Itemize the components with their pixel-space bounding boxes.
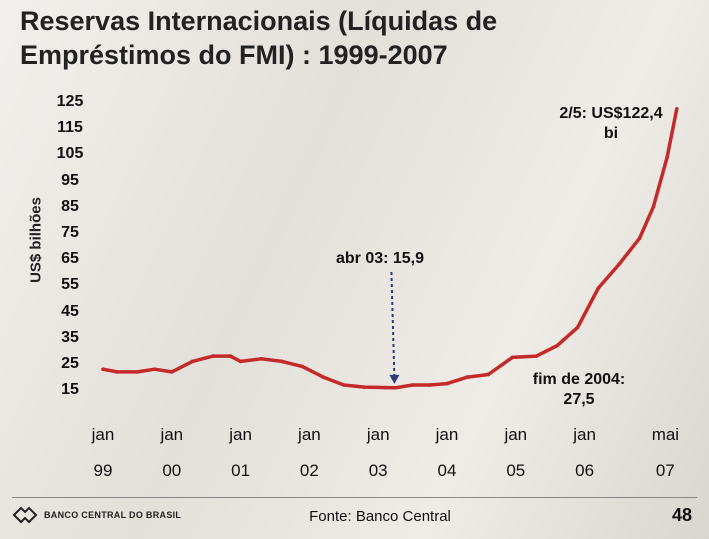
data-point	[211, 354, 215, 358]
x-tick-month: mai	[651, 425, 680, 444]
y-tick-label: 35	[61, 328, 79, 346]
x-tick-year: 00	[162, 461, 182, 480]
annotation-arrow	[390, 271, 396, 378]
data-point	[190, 359, 195, 364]
x-tick-year: 01	[231, 461, 251, 480]
slide-title: Reservas Internacionais (Líquidas de Emp…	[20, 6, 498, 70]
y-tick-label: 95	[61, 171, 79, 189]
y-tick-label: 65	[61, 250, 79, 268]
data-point	[228, 354, 233, 358]
data-point	[170, 370, 174, 374]
data-point	[300, 364, 305, 369]
data-point	[445, 381, 449, 386]
x-tick-month: jan	[366, 425, 390, 444]
x-tick-month: jan	[160, 425, 184, 444]
data-point	[410, 383, 415, 387]
y-tick-label: 75	[61, 224, 79, 241]
x-tick-month: jan	[298, 425, 321, 444]
data-point	[152, 367, 157, 372]
reserves-series-line	[102, 108, 679, 390]
data-point	[486, 372, 491, 377]
bank-logo-icon	[12, 506, 38, 524]
source-note: Fonte: Banco Central	[309, 508, 451, 525]
x-tick-year: 99	[93, 461, 113, 480]
data-point	[596, 286, 601, 290]
data-point	[428, 383, 432, 387]
data-point	[617, 262, 621, 267]
data-point	[534, 354, 539, 358]
data-point	[280, 359, 284, 364]
data-point	[575, 325, 580, 330]
x-tick-month: jan	[229, 425, 252, 444]
data-point	[383, 385, 387, 390]
data-point	[362, 385, 367, 389]
y-tick-label: 15	[61, 381, 79, 399]
x-tick-month: jan	[435, 425, 459, 444]
x-tick-year: 02	[299, 461, 319, 480]
data-point	[393, 386, 398, 390]
data-point	[637, 236, 642, 240]
page-number: 48	[672, 505, 693, 525]
data-point	[135, 370, 140, 374]
annotation-end-2004: fim de 2004: 27,5	[532, 371, 626, 408]
annotation-low: abr 03: 15,9	[335, 250, 425, 267]
bank-logo: BANCO CENTRAL DO BRASIL	[12, 506, 181, 524]
x-tick-month: jan	[504, 425, 528, 444]
data-point	[321, 375, 326, 379]
y-tick-label: 55	[61, 276, 79, 294]
annotation-arrowhead	[389, 374, 400, 384]
data-point	[101, 367, 105, 372]
data-point	[115, 370, 119, 374]
x-tick-month: jan	[91, 425, 115, 444]
y-tick-label: 105	[56, 145, 84, 163]
x-tick-year: 05	[506, 461, 526, 480]
y-tick-label: 85	[61, 197, 79, 215]
data-point	[465, 375, 470, 379]
data-point	[259, 357, 264, 361]
annotation-peak: 2/5: US$122,4 bi	[559, 105, 663, 142]
footer-divider	[12, 497, 697, 498]
data-point	[675, 107, 679, 111]
data-point	[555, 343, 559, 348]
y-tick-label: 125	[56, 93, 84, 110]
x-tick-month: jan	[573, 425, 596, 444]
data-point	[238, 359, 243, 364]
data-point	[510, 355, 515, 360]
data-point	[651, 205, 656, 209]
y-tick-label: 25	[61, 355, 79, 372]
y-tick-label: 45	[61, 302, 79, 320]
data-point	[665, 155, 669, 159]
x-tick-year: 06	[575, 461, 595, 480]
x-tick-year: 04	[437, 461, 457, 480]
x-tick-year: 07	[655, 461, 675, 480]
data-point	[342, 383, 346, 387]
y-tick-label: 115	[57, 119, 83, 137]
x-tick-year: 03	[368, 461, 388, 480]
bank-logo-text: BANCO CENTRAL DO BRASIL	[44, 510, 182, 520]
